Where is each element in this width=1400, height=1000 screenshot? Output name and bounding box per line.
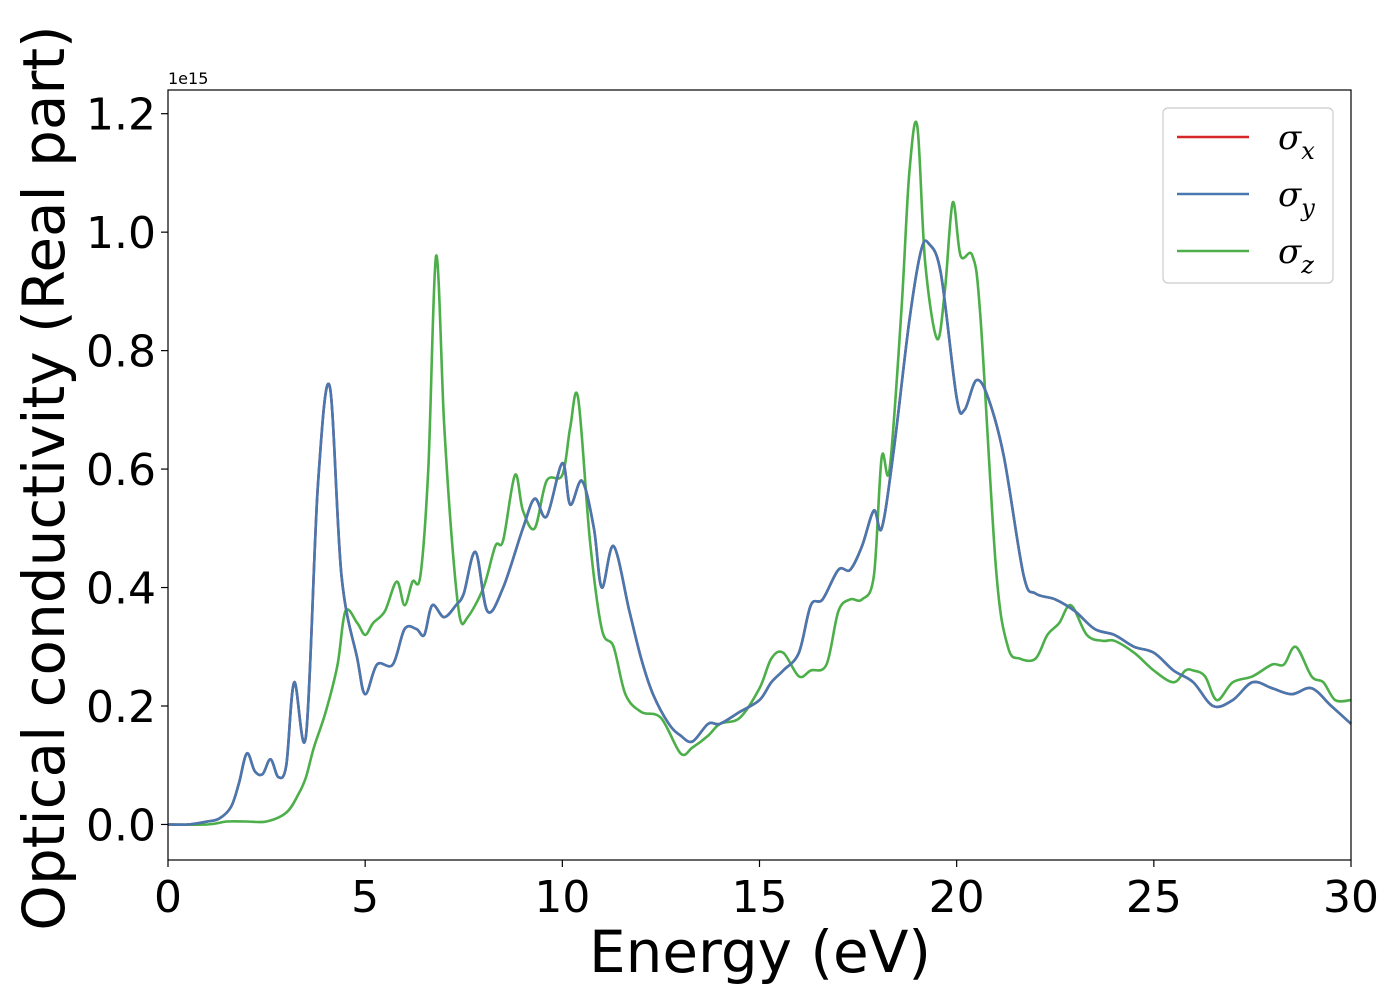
y-tick-label: 0.4 [86, 564, 156, 615]
y-axis: 0.0 0.2 0.4 0.6 0.8 1.0 1.2 [86, 90, 168, 851]
x-tick-label: 15 [732, 872, 788, 923]
series-line-y [167, 239, 1352, 827]
x-tick-label: 25 [1126, 872, 1182, 923]
legend-box [1162, 107, 1334, 284]
y-tick-label: 0.0 [86, 800, 156, 851]
y-tick-label: 1.2 [86, 90, 156, 141]
x-tick-label: 20 [929, 872, 985, 923]
legend-label-z: σz [1278, 232, 1314, 279]
y-offset-label: 1e15 [168, 69, 208, 88]
y-tick-label: 1.0 [86, 208, 156, 259]
series-line-z [167, 120, 1352, 827]
x-axis-label: Energy (eV) [589, 918, 931, 986]
x-axis: 0 5 10 15 20 25 30 [154, 860, 1379, 923]
legend: σx σy σz [1162, 107, 1334, 284]
y-axis-label: Optical conductivity (Real part) [10, 25, 78, 930]
y-tick-label: 0.2 [86, 682, 156, 733]
x-tick-label: 30 [1323, 872, 1379, 923]
y-tick-label: 0.8 [86, 327, 156, 378]
y-tick-label: 0.6 [86, 445, 156, 496]
legend-label-x: σx [1278, 118, 1315, 165]
x-tick-label: 0 [154, 872, 182, 923]
x-tick-label: 10 [534, 872, 590, 923]
x-tick-label: 5 [351, 872, 379, 923]
legend-label-y: σy [1278, 175, 1315, 222]
series-layer [167, 120, 1352, 827]
